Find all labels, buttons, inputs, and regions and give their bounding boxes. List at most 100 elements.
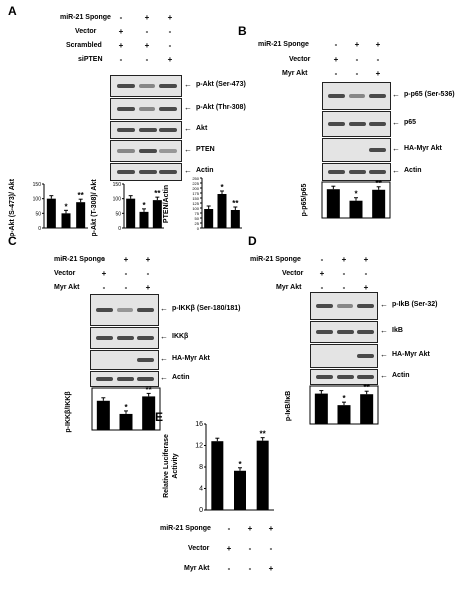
blot-label: HA-Myr Akt: [172, 355, 210, 362]
bar: [46, 198, 56, 228]
cond-mark: -: [124, 283, 128, 292]
y-axis-label: p-Akt (T-308)/ Akt: [91, 179, 98, 236]
chart-b: ***p-p65/p65: [301, 179, 391, 219]
cond-mark: -: [145, 27, 149, 36]
panel-label-a: A: [8, 4, 17, 18]
blot-ikkb: [90, 327, 159, 349]
cond-mark: -: [364, 269, 368, 278]
cond-mark: +: [144, 13, 150, 22]
chart-d-plot: ***p-IκB/IκB: [285, 383, 379, 425]
cond-mark: +: [363, 255, 369, 264]
tick-label: 50: [35, 211, 41, 217]
chart-c: ***p-IKKβ/IKKβ: [65, 385, 161, 433]
cond-mark: +: [363, 283, 369, 292]
cond-mark: -: [342, 269, 346, 278]
tick-label: 8: [199, 464, 203, 471]
bar: [360, 394, 374, 424]
cond-mark: +: [341, 255, 347, 264]
tick-label: 25: [195, 221, 200, 226]
cond-mark: -: [146, 269, 150, 278]
significance-label: **: [232, 199, 239, 208]
tick-label: 200: [192, 186, 199, 191]
tick-label: 0: [199, 507, 203, 514]
blot-ha-myr-akt: [310, 344, 378, 368]
cond-mark: +: [319, 269, 325, 278]
blot-label: Actin: [404, 167, 422, 174]
y-axis-label: PTEN/Actin: [163, 185, 170, 223]
arrow-icon: ←: [184, 145, 192, 154]
cond-name: miR-21 Sponge: [258, 41, 309, 48]
bar: [211, 441, 224, 510]
cond-mark: +: [268, 524, 274, 533]
blot-p-akt-thr308: [110, 98, 182, 120]
cond-name: Vector: [282, 270, 304, 277]
blot-pten: [110, 140, 182, 162]
significance-label: *: [142, 201, 146, 210]
tick-label: 4: [199, 486, 203, 493]
significance-label: *: [238, 460, 242, 469]
significance-label: *: [354, 190, 358, 199]
tick-label: 0: [197, 226, 200, 231]
bar: [230, 210, 240, 228]
y-axis-label: p-IKKβ/IKKβ: [65, 391, 72, 433]
cond-mark: -: [320, 255, 324, 264]
cond-mark: -: [334, 40, 338, 49]
cond-name: Myr Akt: [54, 284, 80, 291]
tick-label: 150: [113, 182, 122, 188]
cond-mark: -: [376, 55, 380, 64]
blot-p-p65: [322, 82, 391, 110]
blot-label: HA-Myr Akt: [392, 351, 430, 358]
cond-mark: +: [101, 269, 107, 278]
arrow-icon: ←: [380, 371, 388, 380]
blot-label: p-Akt (Thr-308): [196, 104, 246, 111]
cond-mark: -: [227, 524, 231, 533]
cond-name: Vector: [75, 28, 97, 35]
significance-label: **: [146, 385, 153, 394]
cond-mark: +: [167, 55, 173, 64]
cond-name: Myr Akt: [184, 565, 210, 572]
blot-actin: [322, 163, 391, 181]
tick-label: 0: [118, 226, 121, 232]
arrow-icon: ←: [392, 90, 400, 99]
blot-label: Akt: [196, 125, 208, 132]
tick-label: 175: [192, 191, 199, 196]
bar: [256, 440, 269, 510]
bar: [234, 470, 246, 510]
bar: [76, 202, 86, 228]
blot-actin: [310, 369, 378, 385]
arrow-icon: ←: [184, 103, 192, 112]
cond-mark: +: [268, 564, 274, 573]
significance-label: *: [342, 394, 346, 403]
arrow-icon: ←: [160, 304, 168, 313]
arrow-icon: ←: [380, 350, 388, 359]
significance-label: **: [260, 430, 267, 439]
bar: [96, 400, 110, 430]
cond-mark: -: [248, 564, 252, 573]
blot-p-ikb: [310, 292, 378, 320]
cond-mark: -: [168, 41, 172, 50]
arrow-icon: ←: [184, 124, 192, 133]
blot-label: Actin: [172, 374, 190, 381]
cond-mark: -: [248, 544, 252, 553]
tick-label: 16: [195, 421, 203, 428]
cond-mark: +: [333, 55, 339, 64]
blot-actin: [110, 163, 182, 181]
y-axis-label: p-p65/p65: [301, 184, 308, 217]
tick-label: 100: [33, 197, 42, 203]
cond-mark: -: [320, 283, 324, 292]
blot-p65: [322, 111, 391, 137]
tick-label: 225: [192, 181, 199, 186]
blot-label: p-IKKβ (Ser-180/181): [172, 305, 241, 312]
cond-name: miR-21 Sponge: [60, 14, 111, 21]
significance-label: *: [124, 403, 128, 412]
cond-mark: -: [119, 13, 123, 22]
arrow-icon: ←: [184, 80, 192, 89]
cond-mark: +: [354, 40, 360, 49]
arrow-icon: ←: [160, 373, 168, 382]
bar: [119, 413, 133, 430]
blot-label: PTEN: [196, 146, 215, 153]
